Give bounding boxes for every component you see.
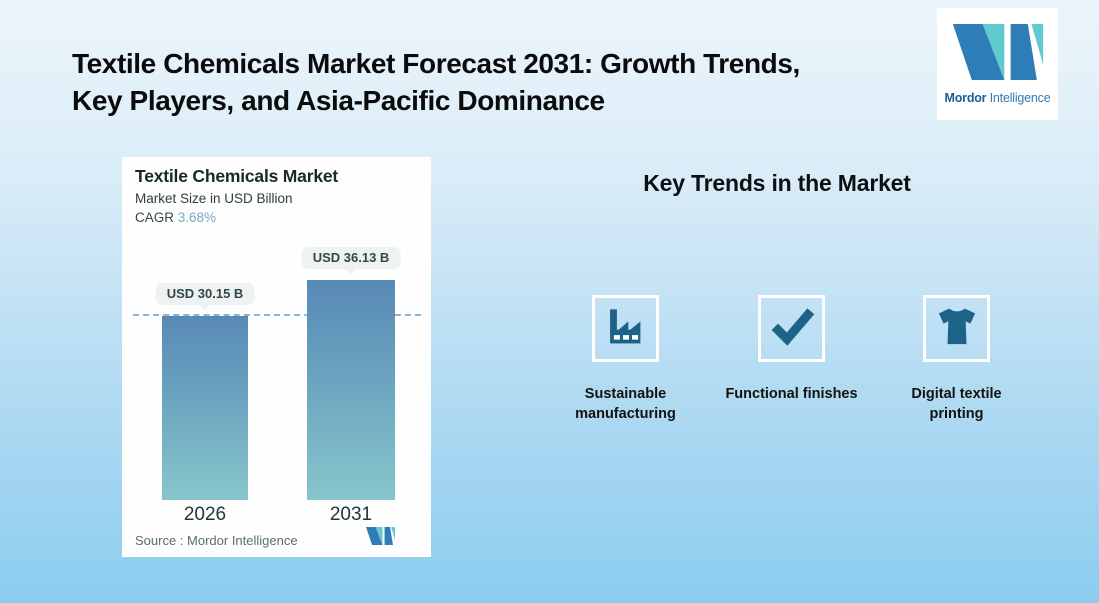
bar-chart-plot: USD 30.15 B USD 36.13 B 2026 2031 xyxy=(122,157,431,557)
tshirt-icon xyxy=(931,300,983,357)
mini-logo-mark-icon xyxy=(366,527,395,550)
mordor-intelligence-logo: Mordor Intelligence xyxy=(937,8,1058,120)
trend-item-functional-finishes: Functional finishes xyxy=(725,295,858,402)
logo-word-mordor: Mordor xyxy=(944,90,987,105)
factory-icon-frame xyxy=(592,295,659,362)
checkmark-icon-frame xyxy=(758,295,825,362)
bar-2026 xyxy=(162,316,248,500)
trend-item-sustainable-manufacturing: Sustainable manufacturing xyxy=(575,295,676,422)
value-label-2026: USD 30.15 B xyxy=(155,283,255,305)
cagr-value: 3.68% xyxy=(177,210,217,225)
logo-word-intelligence: Intelligence xyxy=(989,90,1051,105)
tshirt-icon-frame xyxy=(923,295,990,362)
market-chart-card: Textile Chemicals Market Market Size in … xyxy=(122,157,431,557)
trend-label-sustainable-manufacturing: Sustainable manufacturing xyxy=(575,386,676,422)
chart-cagr: CAGR 3.68% xyxy=(135,210,216,225)
x-tick-2026: 2026 xyxy=(183,504,227,525)
page-title-line1: Textile Chemicals Market Forecast 2031: … xyxy=(72,48,800,79)
trend-item-digital-textile-printing: Digital textile printing xyxy=(911,295,1002,422)
chart-title: Textile Chemicals Market xyxy=(135,166,339,186)
mordor-logo-mark-icon xyxy=(952,23,1044,85)
trends-heading: Key Trends in the Market xyxy=(643,170,911,196)
trend-label-digital-textile-printing: Digital textile printing xyxy=(911,386,1002,422)
logo-wordmark: Mordor Intelligence xyxy=(945,91,1051,105)
x-tick-2031: 2031 xyxy=(329,504,373,525)
bar-2031 xyxy=(307,280,395,500)
checkmark-icon xyxy=(765,299,819,358)
page-title-line2: Key Players, and Asia-Pacific Dominance xyxy=(72,84,605,116)
factory-icon xyxy=(601,301,651,356)
trend-label-functional-finishes: Functional finishes xyxy=(725,386,858,402)
source-attribution: Source : Mordor Intelligence xyxy=(135,533,298,548)
reference-dashed-line xyxy=(133,314,421,316)
chart-subtitle: Market Size in USD Billion xyxy=(135,191,293,206)
page-title: Textile Chemicals Market Forecast 2031: … xyxy=(72,46,892,120)
value-label-2031: USD 36.13 B xyxy=(301,247,401,269)
cagr-label: CAGR xyxy=(135,210,175,225)
